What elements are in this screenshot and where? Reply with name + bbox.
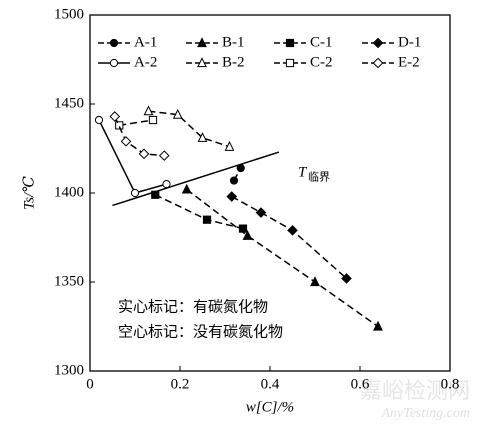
marker	[285, 58, 295, 68]
y-tick-label: 1300	[54, 362, 84, 378]
series-line	[114, 116, 165, 157]
marker	[287, 225, 298, 236]
marker	[202, 215, 212, 224]
series-line	[231, 195, 347, 280]
marker	[226, 191, 238, 202]
watermark: 嘉峪检测网	[360, 379, 470, 404]
marker	[138, 148, 150, 160]
x-tick-label: 0.4	[261, 376, 280, 392]
marker	[148, 115, 158, 125]
x-axis-label: w[C]/%	[246, 399, 294, 415]
y-tick-label: 1500	[54, 6, 84, 22]
marker	[285, 38, 295, 48]
marker	[238, 224, 248, 233]
legend-label: D-1	[398, 34, 421, 50]
annotation: 空心标记：没有碳氮化物	[118, 323, 283, 341]
marker	[130, 188, 140, 198]
marker	[255, 207, 267, 218]
marker	[373, 320, 383, 331]
series-line	[98, 119, 167, 194]
legend-label: B-1	[222, 34, 245, 50]
marker	[372, 37, 384, 49]
marker	[197, 57, 207, 68]
marker	[158, 150, 170, 161]
threshold-subscript: 临界	[308, 170, 330, 184]
x-tick-label: 0	[86, 376, 94, 392]
watermark: AnyTesting.com	[380, 406, 470, 421]
y-tick-label: 1450	[54, 95, 84, 111]
annotation: 实心标记：有碳氮化物	[118, 298, 268, 316]
marker	[197, 37, 207, 48]
marker	[172, 108, 183, 119]
marker	[109, 111, 121, 122]
legend-label: E-2	[398, 54, 420, 70]
series-line	[186, 188, 379, 328]
x-tick-label: 0.2	[171, 376, 190, 392]
legend-label: C-2	[310, 54, 333, 70]
series-line	[119, 119, 154, 127]
y-axis-label: Ts/℃	[21, 176, 37, 210]
threshold-label: T	[298, 164, 308, 180]
marker	[120, 136, 132, 147]
y-tick-label: 1350	[54, 273, 84, 289]
series-line	[148, 110, 230, 148]
marker	[109, 38, 119, 48]
marker	[229, 176, 239, 185]
legend-label: A-2	[134, 54, 157, 70]
threshold-line	[112, 151, 280, 207]
marker	[181, 183, 192, 194]
y-tick-label: 1400	[54, 184, 84, 200]
marker	[310, 276, 320, 287]
marker	[94, 115, 104, 125]
marker	[109, 58, 119, 68]
marker	[242, 230, 253, 240]
legend-label: B-2	[222, 54, 245, 70]
legend-label: C-1	[310, 34, 333, 50]
marker	[372, 57, 384, 69]
x-tick-label: 0.6	[351, 376, 370, 392]
marker	[341, 273, 352, 284]
marker	[115, 121, 124, 130]
x-tick-label: 0.8	[441, 376, 460, 392]
legend-label: A-1	[134, 34, 157, 50]
marker	[197, 132, 208, 142]
marker	[143, 105, 154, 116]
marker	[224, 141, 235, 151]
